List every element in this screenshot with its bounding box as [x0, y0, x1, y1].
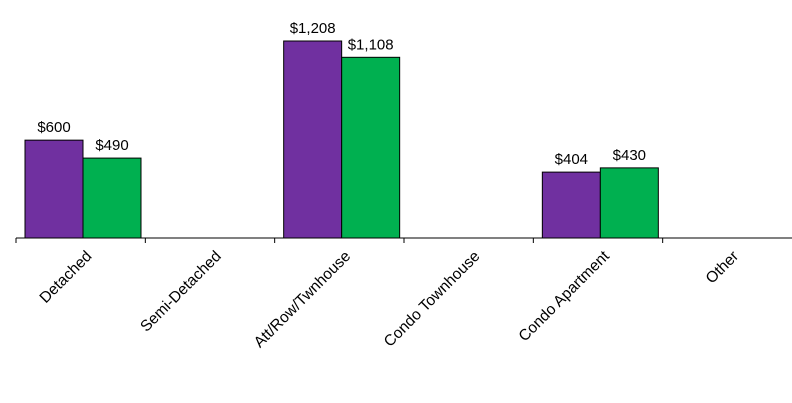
category-label: Other	[703, 248, 742, 287]
bar-value-label: $404	[555, 151, 588, 168]
bar-value-label: $1,208	[290, 20, 336, 37]
bar	[283, 40, 343, 239]
bar	[341, 56, 401, 239]
bar	[82, 157, 142, 239]
bar-value-label: $600	[37, 119, 70, 136]
category-label: Detached	[37, 248, 96, 307]
bar	[541, 171, 601, 239]
category-label: Condo Townhouse	[381, 248, 484, 351]
bar-value-label: $430	[613, 147, 646, 164]
category-label: Condo Apartment	[516, 247, 614, 345]
value-labels-group: $600 $1,208 $404 $490 $1,108 $430	[37, 20, 646, 168]
category-label: Semi-Detached	[137, 248, 225, 336]
category-label: Att/Row/Twnhouse	[251, 248, 354, 351]
bar	[24, 139, 84, 239]
x-axis-ticks	[15, 238, 664, 243]
bars-group	[24, 40, 659, 239]
bar	[599, 167, 659, 239]
bar-value-label: $490	[95, 137, 128, 154]
category-labels-group: Detached Semi-Detached Att/Row/Twnhouse Con…	[37, 247, 743, 351]
bar-value-label: $1,108	[348, 36, 394, 53]
